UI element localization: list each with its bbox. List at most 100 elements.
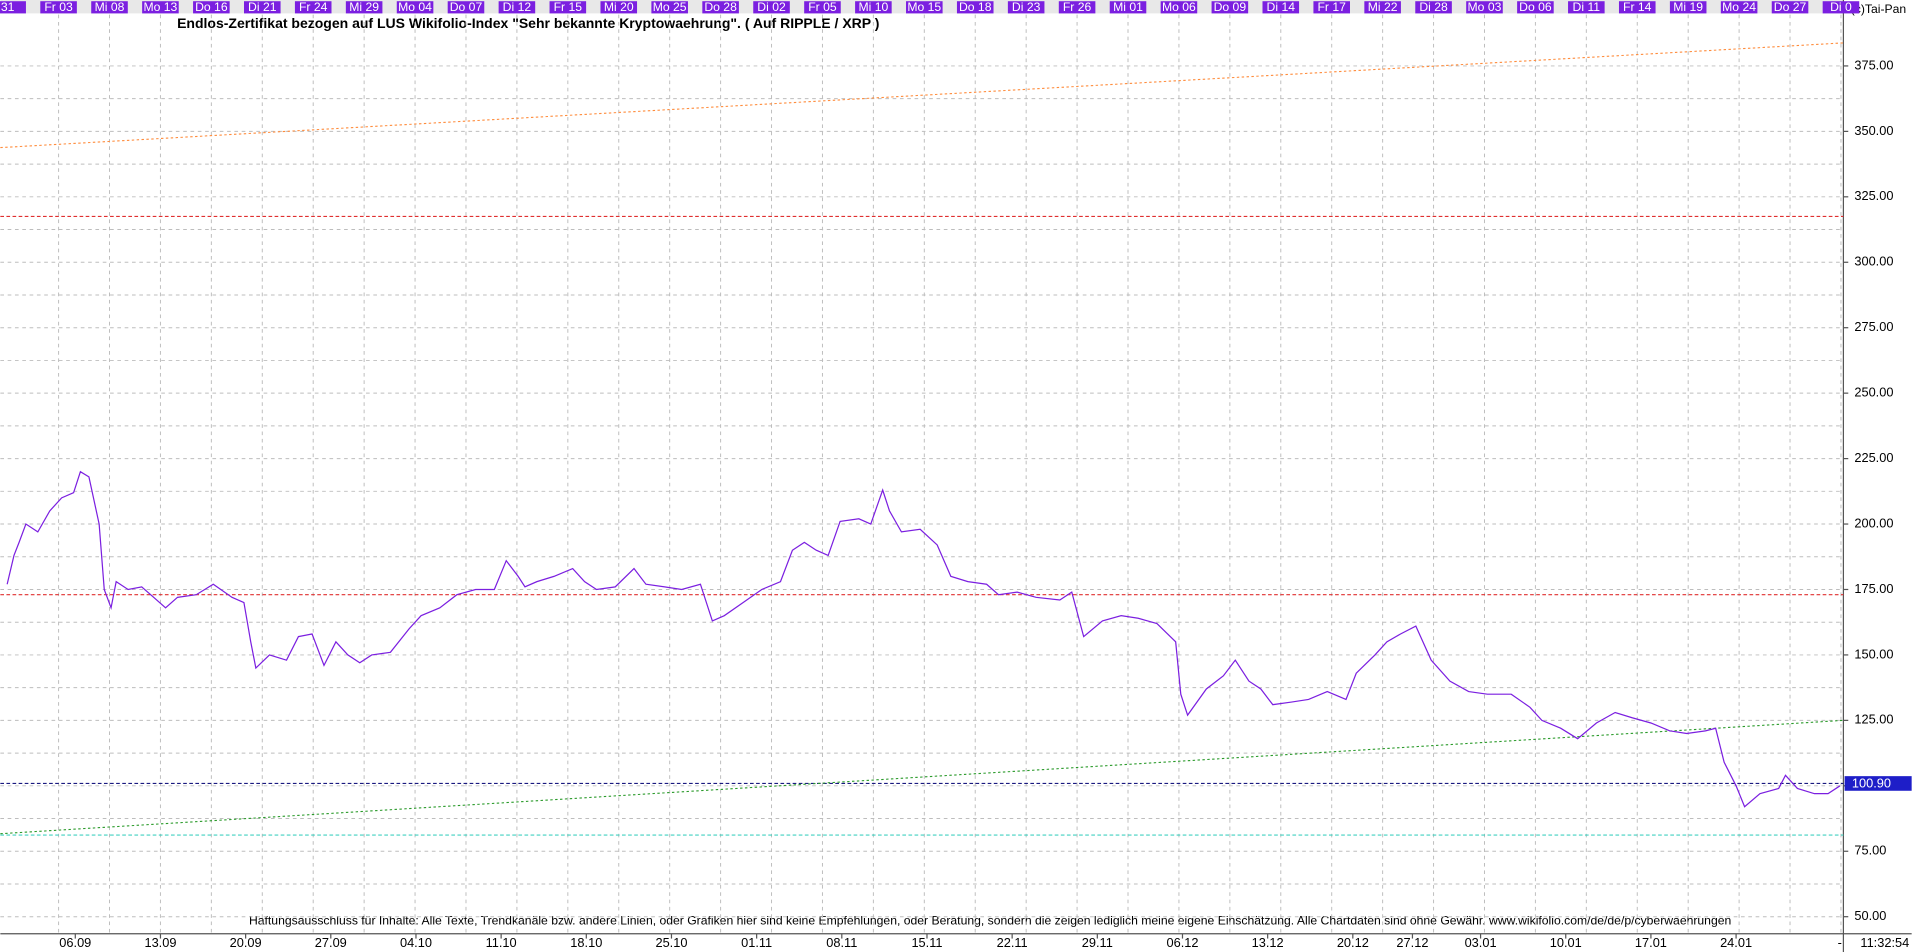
day-label: Mi 01 [1113,0,1143,14]
x-tick-label: 24.01 [1720,935,1752,950]
x-tick-label: 06.09 [59,935,91,950]
day-box [956,1,994,14]
y-tick-label: 275.00 [1854,319,1893,334]
day-box [1415,1,1452,14]
day-box [1313,1,1350,14]
x-tick-label: 25.10 [655,935,687,950]
day-box [600,1,638,14]
day-box [243,1,281,14]
copyright: (c)Tai-Pan [1851,2,1906,16]
x-tick-label: 20.12 [1337,935,1369,950]
day-box [447,1,485,14]
day-label: Di 11 [1573,0,1601,14]
y-tick-label: 150.00 [1854,646,1893,661]
day-box [1007,1,1045,14]
x-tick-label: 03.01 [1465,935,1497,950]
x-tick-label: 29.11 [1082,935,1113,950]
x-tick-label: 04.10 [400,935,432,950]
day-box [193,1,230,14]
day-label: Mo 25 [653,0,687,14]
day-label: Mo 15 [907,0,941,14]
day-box [1771,1,1809,14]
day-box [1262,1,1300,14]
last-value-box [1844,776,1912,791]
y-tick-label: 350.00 [1854,123,1893,138]
x-tick-label: 11.10 [486,935,517,950]
x-tick-label: 06.12 [1166,935,1198,950]
x-tick-label: 27.12 [1396,935,1428,950]
x-tick-label: 18.10 [570,935,602,950]
day-box [549,1,587,14]
day-label: Mi 29 [349,0,379,14]
x-tick-label: 13.09 [144,935,176,950]
day-box [345,1,383,14]
day-label: Di 28 [1419,0,1448,14]
day-box [142,1,179,14]
day-box [906,1,943,14]
day-label: Di 14 [1267,0,1296,14]
day-label: Di 12 [503,0,532,14]
x-tick-label: 27.09 [315,935,347,950]
day-label: Mo 24 [1722,0,1756,14]
y-tick-label: 50.00 [1854,908,1886,923]
day-box [1669,1,1707,14]
x-tick-label: 22.11 [997,935,1028,950]
last-value-label: 100.90 [1852,775,1891,790]
trend-line [0,42,1844,149]
day-box [1058,1,1096,14]
day-box [753,1,790,14]
y-tick-label: 75.00 [1854,843,1886,858]
x-tick-label: 15.11 [911,935,942,950]
day-box [40,1,77,14]
day-label: Mi 22 [1368,0,1398,14]
x-tick-label: 08.11 [826,935,857,950]
day-label: Do 28 [704,0,737,14]
day-box [651,1,688,14]
y-tick-label: 200.00 [1854,515,1893,530]
day-box [1364,1,1401,14]
day-box [1109,1,1147,14]
y-tick-label: 175.00 [1854,581,1893,596]
day-box [498,1,536,14]
day-box [1822,1,1860,14]
day-label: Fr 05 [808,0,837,14]
day-box [91,1,128,14]
day-label: Fr 26 [1063,0,1092,14]
y-tick-label: 325.00 [1854,188,1893,203]
day-label: Mo 13 [144,0,178,14]
day-box [0,1,26,14]
day-box [396,1,434,14]
day-label: Di 21 [248,0,277,14]
day-label: Mi 19 [1673,0,1703,14]
x-tick-label: 13.12 [1252,935,1284,950]
y-tick-label: 300.00 [1854,254,1893,269]
dash: - [1838,935,1842,950]
annotation: Haftungsausschluss für Inhalte: Alle Tex… [249,914,1731,928]
day-label: Fr 17 [1317,0,1346,14]
x-tick-label: 17.01 [1635,935,1667,950]
day-label: Do 27 [1774,0,1807,14]
day-label: Mo 06 [1162,0,1196,14]
trend-line [0,719,1844,835]
x-tick-label: 10.01 [1550,935,1582,950]
day-label: Do 18 [959,0,992,14]
day-label: Di 23 [1012,0,1041,14]
day-box [1211,1,1249,14]
day-box [1517,1,1554,14]
day-box [855,1,892,14]
day-label: Mi 10 [858,0,888,14]
day-box [1618,1,1656,14]
y-tick-label: 375.00 [1854,57,1893,72]
day-label: Fr 24 [299,0,328,14]
day-label: Do 07 [450,0,483,14]
y-tick-label: 250.00 [1854,385,1893,400]
day-label: Do 09 [1214,0,1247,14]
day-box [1160,1,1198,14]
day-label: Fr 03 [44,0,73,14]
day-label: 31 [1,0,15,14]
x-tick-label: 20.09 [230,935,262,950]
day-box [1720,1,1758,14]
day-box [1568,1,1605,14]
